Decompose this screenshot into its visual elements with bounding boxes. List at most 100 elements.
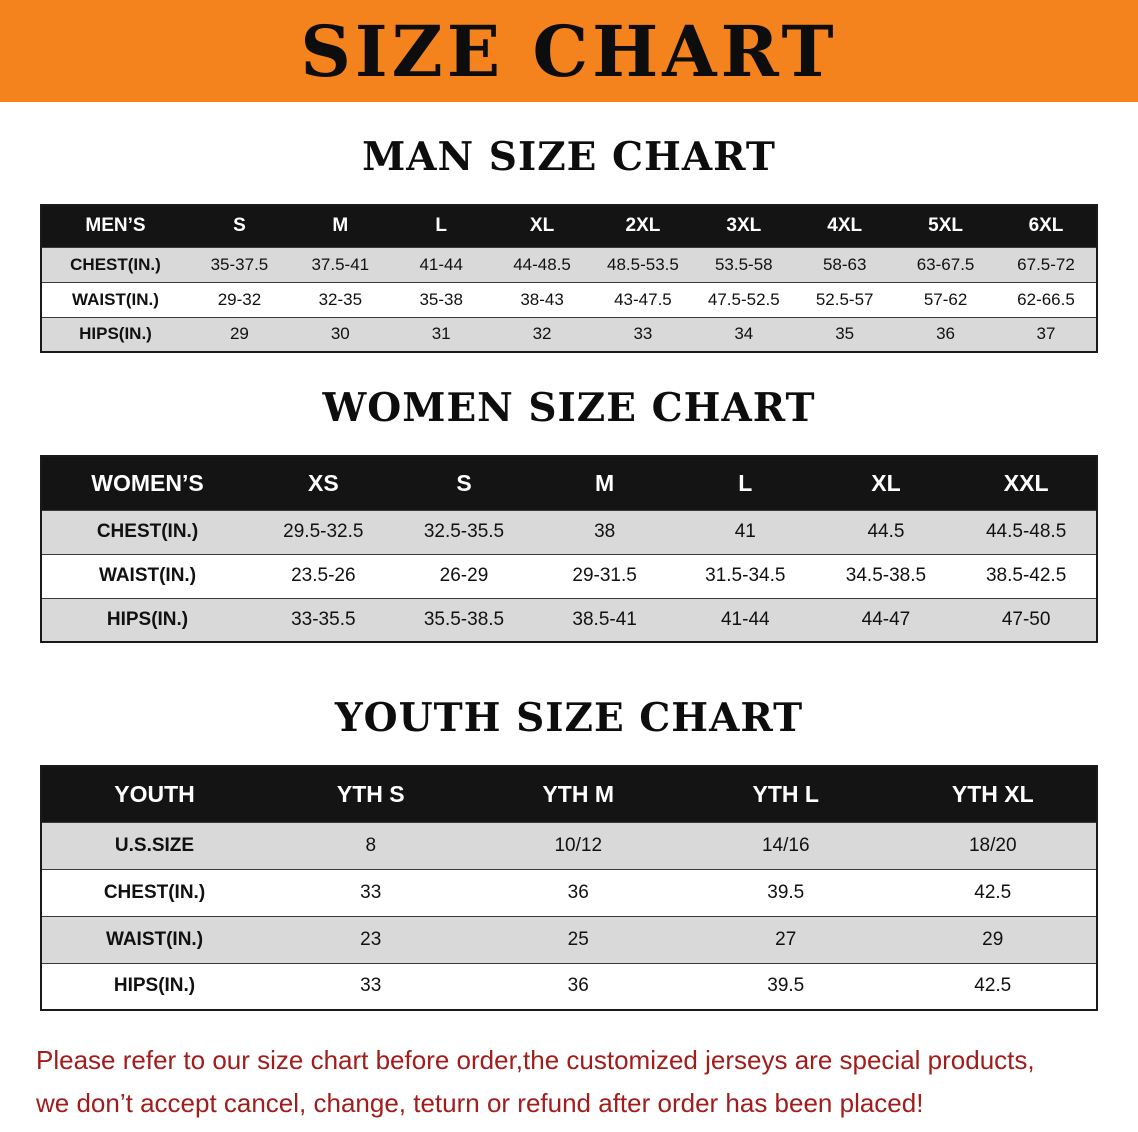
value-cell: 41-44 [674,597,816,642]
table-row: CHEST(IN.) 29.5-32.5 32.5-35.5 38 41 44.5 44.5… [41,509,1097,554]
row-label-cell: HIPS(IN.) [41,962,267,1010]
value-cell: 32.5-35.5 [393,509,535,554]
value-cell: 14/16 [682,821,890,869]
value-cell: 36 [895,316,996,352]
value-cell: 43-47.5 [592,281,694,317]
size-header-cell: L [674,456,816,510]
youth-size-section: YOUTH SIZE CHART YOUTH YTH S YTH M YTH L YTH… [0,695,1138,1011]
value-cell: 38.5-41 [534,597,675,642]
value-cell: 35.5-38.5 [393,597,535,642]
women-size-table: WOMEN’S XS S M L XL XXL CHEST(IN.) 29.5-32.5 32.5… [40,455,1098,643]
value-cell: 31.5-34.5 [674,553,816,598]
value-cell: 23.5-26 [253,553,394,598]
value-cell: 30 [289,316,391,352]
value-cell: 38.5-42.5 [956,553,1097,598]
value-cell: 48.5-53.5 [592,246,694,282]
value-cell: 44.5 [815,509,957,554]
size-header-cell: 4XL [794,205,896,247]
table-row: CHEST(IN.) 35-37.5 37.5-41 41-44 44-48.5 48.5… [41,246,1097,282]
value-cell: 57-62 [895,281,996,317]
notice-line-2: we don’t accept cancel, change, teturn o… [36,1088,924,1118]
table-row: HIPS(IN.) 33 36 39.5 42.5 [41,962,1097,1010]
size-header-cell: 6XL [996,205,1097,247]
value-cell: 10/12 [474,821,682,869]
value-cell: 23 [267,915,475,963]
size-header-cell: S [393,456,535,510]
value-cell: 35-38 [390,281,492,317]
row-label-cell: U.S.SIZE [41,821,267,869]
value-cell: 34 [693,316,795,352]
value-cell: 44.5-48.5 [956,509,1097,554]
youth-section-heading: YOUTH SIZE CHART [334,695,804,741]
table-row: WAIST(IN.) 29-32 32-35 35-38 38-43 43-47.5 47.… [41,281,1097,317]
man-size-section: MAN SIZE CHART MEN’S S M L XL 2XL 3XL 4XL 5XL 6XL… [0,134,1138,353]
size-header-cell: M [534,456,675,510]
size-header-cell: XL [815,456,957,510]
size-header-cell: M [289,205,391,247]
table-header-row: YOUTH YTH S YTH M YTH L YTH XL [41,766,1097,822]
value-cell: 29-32 [189,281,290,317]
man-section-heading: MAN SIZE CHART [362,134,776,180]
value-cell: 58-63 [794,246,896,282]
value-cell: 67.5-72 [996,246,1097,282]
size-header-cell: XS [253,456,394,510]
size-header-cell: 5XL [895,205,996,247]
value-cell: 47.5-52.5 [693,281,795,317]
value-cell: 37.5-41 [289,246,391,282]
size-header-cell: YTH XL [889,766,1097,822]
size-header-cell: XXL [956,456,1097,510]
table-row: HIPS(IN.) 33-35.5 35.5-38.5 38.5-41 41-44 44-… [41,597,1097,642]
row-label-cell: WAIST(IN.) [41,281,189,317]
row-label-cell: HIPS(IN.) [41,597,253,642]
women-size-section: WOMEN SIZE CHART WOMEN’S XS S M L XL XXL CHEST(… [0,385,1138,643]
value-cell: 47-50 [956,597,1097,642]
value-cell: 35 [794,316,896,352]
row-label-cell: CHEST(IN.) [41,246,189,282]
row-label-cell: WAIST(IN.) [41,553,253,598]
value-cell: 25 [474,915,682,963]
value-cell: 18/20 [889,821,1097,869]
value-cell: 32-35 [289,281,391,317]
row-label-cell: CHEST(IN.) [41,868,267,916]
notice-line-1: Please refer to our size chart before or… [36,1045,1035,1075]
table-header-row: MEN’S S M L XL 2XL 3XL 4XL 5XL 6XL [41,205,1097,247]
value-cell: 41-44 [390,246,492,282]
size-header-cell: S [189,205,290,247]
value-cell: 33 [267,962,475,1010]
women-section-heading: WOMEN SIZE CHART [322,385,816,431]
value-cell: 36 [474,868,682,916]
size-header-cell: YTH M [474,766,682,822]
value-cell: 44-48.5 [491,246,593,282]
value-cell: 29 [189,316,290,352]
row-label-cell: WAIST(IN.) [41,915,267,963]
value-cell: 39.5 [682,868,890,916]
value-cell: 62-66.5 [996,281,1097,317]
row-label-cell: CHEST(IN.) [41,509,253,554]
value-cell: 38 [534,509,675,554]
page-title: SIZE CHART [300,9,838,93]
value-cell: 29-31.5 [534,553,675,598]
value-cell: 33 [267,868,475,916]
value-cell: 39.5 [682,962,890,1010]
value-cell: 36 [474,962,682,1010]
value-cell: 34.5-38.5 [815,553,957,598]
value-cell: 29.5-32.5 [253,509,394,554]
size-header-cell: 3XL [693,205,795,247]
value-cell: 38-43 [491,281,593,317]
size-header-cell: YTH L [682,766,890,822]
size-header-cell: XL [491,205,593,247]
value-cell: 33-35.5 [253,597,394,642]
value-cell: 41 [674,509,816,554]
table-title-cell: WOMEN’S [41,456,253,510]
size-header-cell: YTH S [267,766,475,822]
men-size-table: MEN’S S M L XL 2XL 3XL 4XL 5XL 6XL CHEST(IN.) 35-37… [40,204,1098,353]
table-title-cell: YOUTH [41,766,267,822]
table-row: CHEST(IN.) 33 36 39.5 42.5 [41,868,1097,916]
value-cell: 26-29 [393,553,535,598]
table-header-row: WOMEN’S XS S M L XL XXL [41,456,1097,510]
row-label-cell: HIPS(IN.) [41,316,189,352]
value-cell: 8 [267,821,475,869]
size-header-cell: 2XL [592,205,694,247]
value-cell: 53.5-58 [693,246,795,282]
